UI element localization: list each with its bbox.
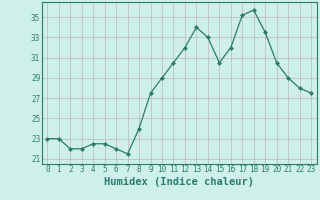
X-axis label: Humidex (Indice chaleur): Humidex (Indice chaleur) (104, 177, 254, 187)
